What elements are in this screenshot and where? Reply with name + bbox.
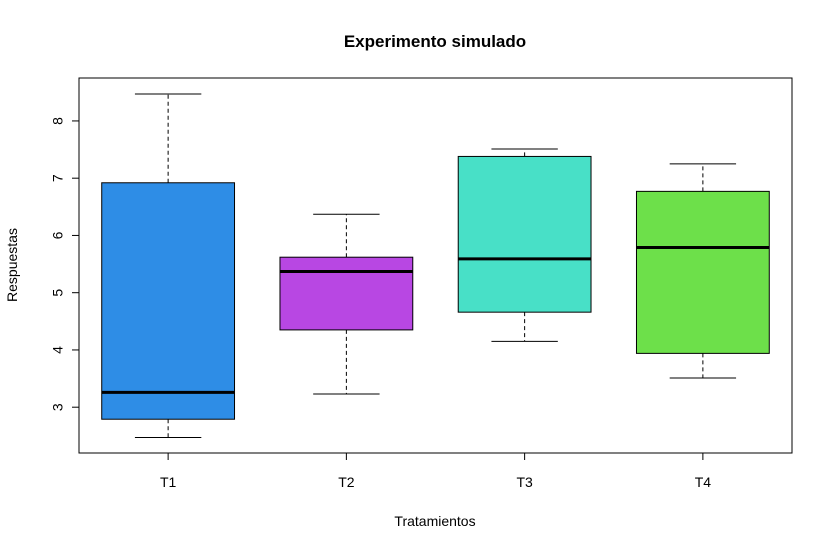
y-tick-label: 4: [50, 346, 66, 354]
iqr-box: [635, 190, 770, 354]
x-tick-label: T1: [160, 474, 177, 490]
y-tick-label: 3: [50, 403, 66, 411]
y-tick-label: 5: [50, 289, 66, 297]
box-t3: [457, 148, 592, 342]
plot-area: [101, 93, 770, 439]
iqr-box: [279, 256, 414, 331]
x-axis-label: Tratamientos: [394, 513, 475, 529]
y-axis-label: Respuestas: [4, 228, 20, 302]
x-tick-label: T2: [338, 474, 355, 490]
box-t4: [635, 163, 770, 379]
y-tick-label: 6: [50, 231, 66, 239]
y-tick-label: 7: [50, 174, 66, 182]
iqr-box: [101, 182, 236, 420]
x-tick-label: T3: [516, 474, 533, 490]
box-t2: [279, 213, 414, 395]
y-tick-label: 8: [50, 117, 66, 125]
plot-frame: [78, 77, 793, 454]
iqr-box: [457, 155, 592, 313]
x-tick-label: T4: [695, 474, 712, 490]
chart-title: Experimento simulado: [344, 32, 526, 51]
box-t1: [101, 93, 236, 439]
